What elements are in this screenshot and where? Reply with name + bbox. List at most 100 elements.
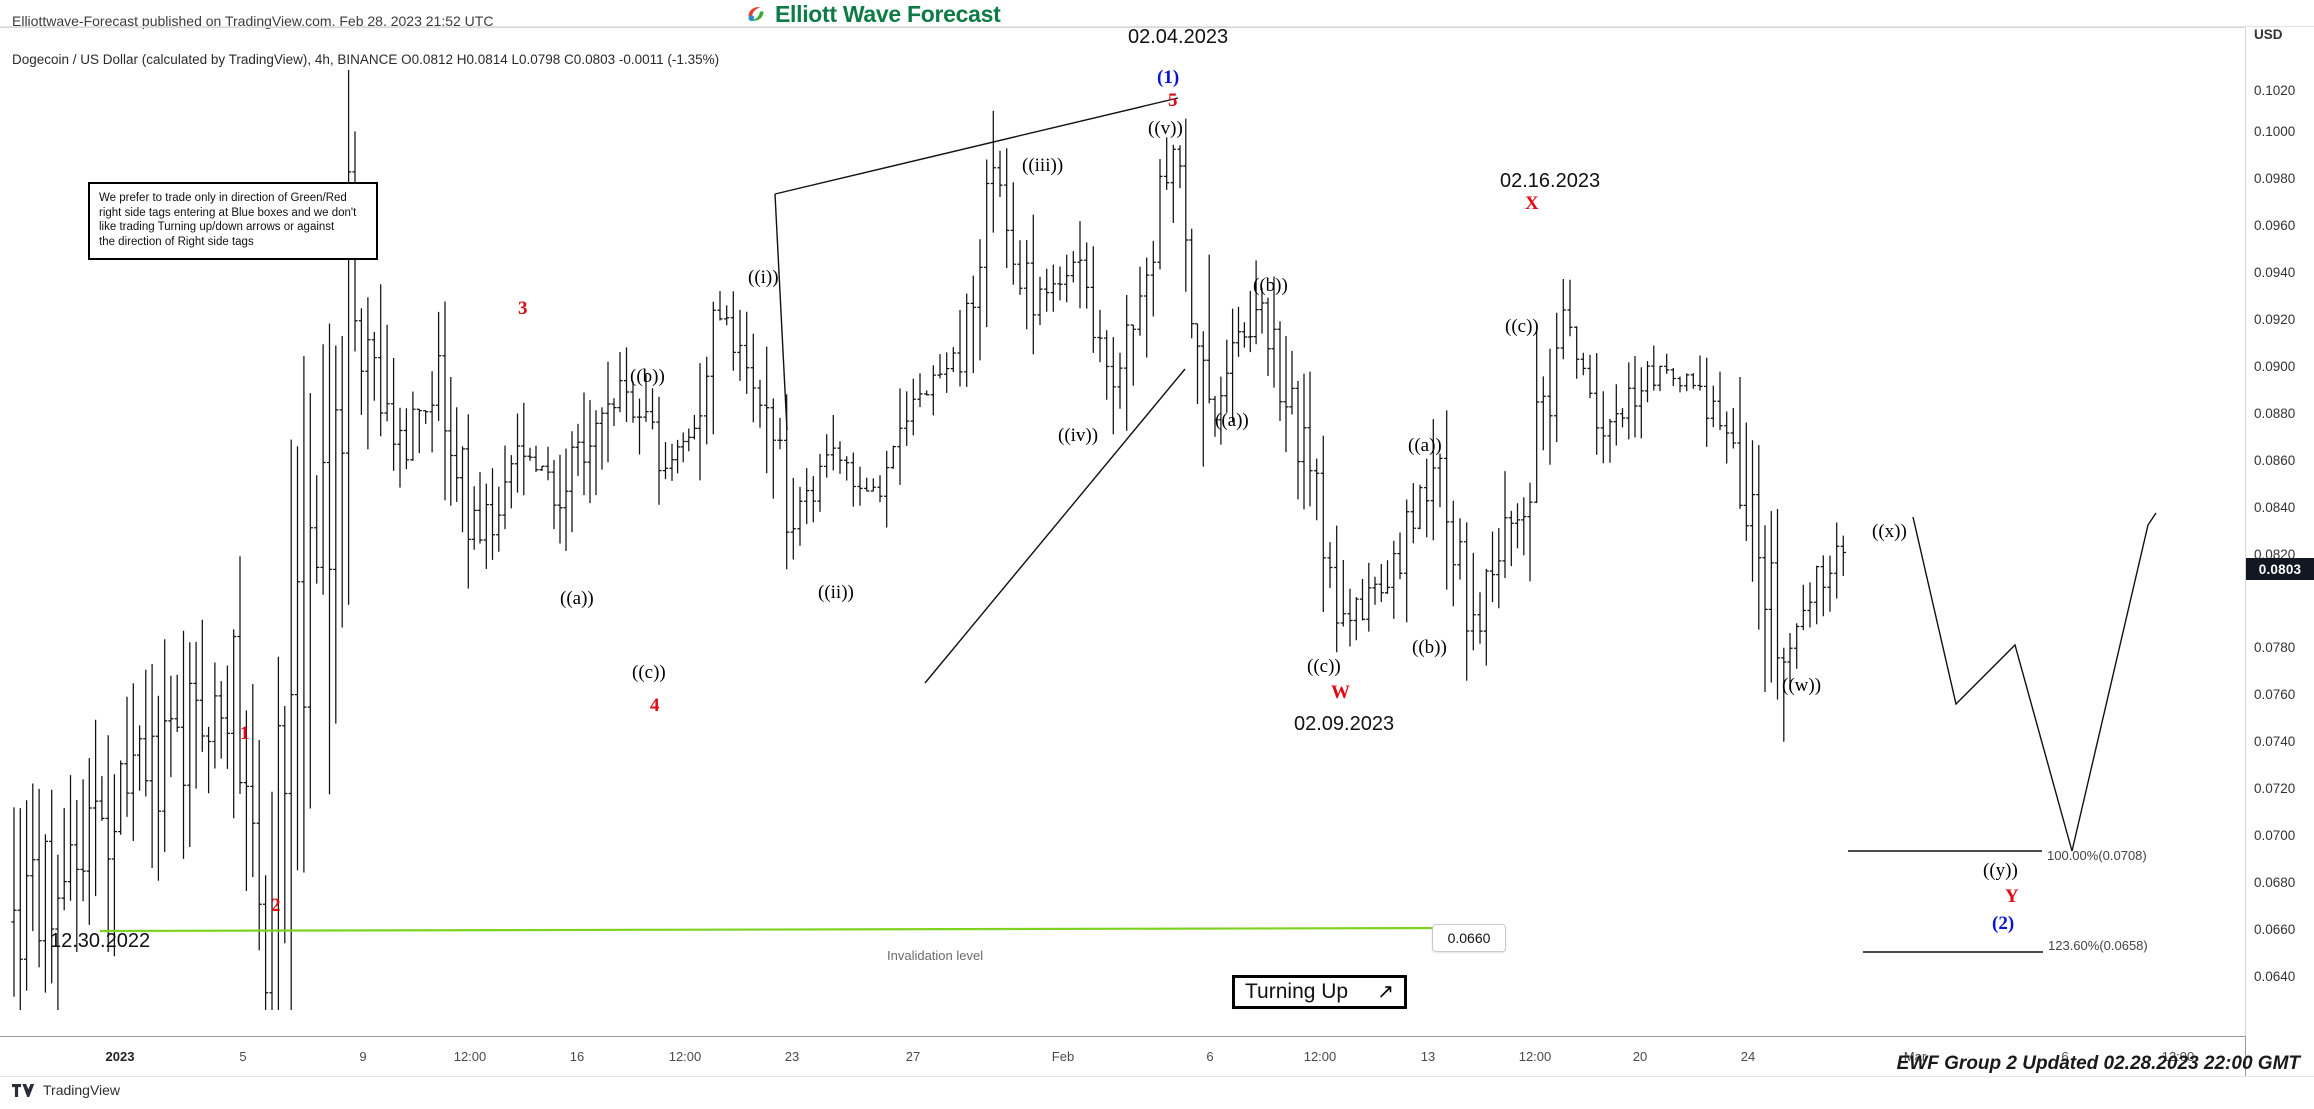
time-tick: 27 [905, 1049, 921, 1064]
axis-corner-divider [2245, 1036, 2246, 1076]
price-tick: 0.0700 [2254, 828, 2296, 843]
forecast-path [1912, 512, 2157, 852]
wave-label-c-2: ((c)) [1307, 656, 1341, 677]
time-tick: 23 [784, 1049, 800, 1064]
price-tick: 0.0920 [2254, 312, 2296, 327]
price-tick: 0.0880 [2254, 406, 2296, 421]
wave-label-c-1: ((c)) [632, 662, 666, 683]
fib-100-label: 100.00%(0.0708) [2047, 848, 2147, 863]
tradingview-label: TradingView [43, 1082, 121, 1098]
ewf-update-footer: EWF Group 2 Updated 02.28.2023 22:00 GMT [1896, 1053, 2300, 1074]
elliott-wave-swirl-icon [745, 3, 767, 25]
wave-label-1: 1 [240, 723, 250, 744]
date-label-wave1: 02.04.2023 [1128, 26, 1229, 48]
wave-label-b-2: ((b)) [1253, 275, 1288, 296]
time-tick: 2023 [105, 1049, 135, 1064]
wave-label-Y: Y [2005, 886, 2019, 907]
time-tick: 24 [1740, 1049, 1756, 1064]
wave-label-a-3: ((a)) [1408, 435, 1442, 456]
brand-name: Elliott Wave Forecast [775, 0, 1001, 27]
turning-up-label: Turning Up [1245, 980, 1349, 1003]
price-tick: 0.0760 [2254, 687, 2296, 702]
time-axis[interactable]: 2023 5 9 12:00 16 12:00 23 27 Feb 6 12:0… [0, 1036, 2245, 1076]
wave-label-a-2: ((a)) [1215, 410, 1249, 431]
invalidation-price-tag[interactable]: 0.0660 [1432, 924, 1506, 952]
price-tick: 0.0840 [2254, 500, 2296, 515]
date-label-waveX: 02.16.2023 [1500, 170, 1601, 192]
price-tick: 0.0740 [2254, 734, 2296, 749]
price-tick: 0.0720 [2254, 781, 2296, 796]
wave-label-iv: ((iv)) [1058, 425, 1099, 446]
price-tick: 0.1020 [2254, 83, 2296, 98]
chart-plot-area[interactable] [0, 70, 2245, 1010]
price-tick: 0.0900 [2254, 359, 2296, 374]
time-tick: 12:00 [668, 1049, 702, 1064]
price-axis-unit: USD [2254, 27, 2283, 42]
wave-label-b-3: ((b)) [1412, 637, 1447, 658]
price-tick: 0.0640 [2254, 969, 2296, 984]
arrow-up-right-icon: ↗ [1377, 981, 1394, 1003]
tradingview-logo: TradingView [12, 1082, 120, 1098]
wave-label-2: 2 [271, 895, 281, 916]
time-tick: 5 [239, 1049, 247, 1064]
time-tick: 12:00 [453, 1049, 487, 1064]
price-bars-svg [11, 70, 2157, 1010]
publication-line: Elliottwave-Forecast published on Tradin… [12, 13, 494, 29]
chart-frame [0, 27, 2314, 1036]
wave-label-5: 5 [1168, 90, 1178, 111]
wave-label-3: 3 [518, 298, 528, 319]
brand-logo: Elliott Wave Forecast [745, 0, 1105, 28]
wave-label-X: X [1525, 193, 1539, 214]
symbol-ohlc-line: Dogecoin / US Dollar (calculated by Trad… [12, 52, 720, 67]
time-tick: 6 [2061, 1049, 2069, 1064]
footer-divider [0, 1076, 2314, 1077]
price-tick: 0.0780 [2254, 640, 2296, 655]
note-line: right side tags entering at Blue boxes a… [99, 206, 357, 219]
date-label-start: 12.30.2022 [50, 930, 151, 952]
price-tick: 0.0980 [2254, 171, 2296, 186]
price-tick: 0.0680 [2254, 875, 2296, 890]
turning-up-box[interactable]: Turning Up ↗ [1232, 975, 1407, 1009]
price-tick: 0.1000 [2254, 124, 2296, 139]
time-tick: 9 [359, 1049, 367, 1064]
invalidation-level-label: Invalidation level [887, 948, 984, 963]
note-line: like trading Turning up/down arrows or a… [99, 221, 335, 234]
note-line: We prefer to trade only in direction of … [99, 192, 347, 204]
time-tick: Mar [1903, 1049, 1927, 1064]
invalidation-level-line [99, 926, 1469, 933]
wave-label-y: ((y)) [1983, 860, 2018, 881]
trading-rules-note-box: We prefer to trade only in direction of … [88, 182, 378, 260]
time-tick: 12:00 [1518, 1049, 1552, 1064]
wave-label-iii: ((iii)) [1022, 155, 1064, 176]
wave-label-W: W [1331, 682, 1350, 703]
time-tick: 12:00 [2161, 1049, 2195, 1064]
price-tick: 0.0960 [2254, 218, 2296, 233]
wave-label-x: ((x)) [1872, 521, 1907, 542]
channel-left-leg [774, 193, 788, 431]
price-tick: 0.0860 [2254, 453, 2296, 468]
time-tick: Feb [1051, 1049, 1075, 1064]
channel-upper-line [774, 97, 1179, 195]
wave-label-i: ((i)) [748, 267, 779, 288]
price-axis[interactable]: USD 0.1020 0.1000 0.0980 0.0960 0.0940 0… [2245, 27, 2314, 1036]
note-line: the direction of Right side tags [99, 236, 254, 249]
current-price-badge: 0.0803 [2246, 558, 2314, 580]
price-tick: 0.0940 [2254, 265, 2296, 280]
wave-label-2-blue: (2) [1992, 913, 2015, 934]
date-label-waveW: 02.09.2023 [1294, 713, 1395, 735]
wave-label-4: 4 [650, 695, 660, 716]
wave-label-b-1: ((b)) [630, 366, 665, 387]
time-tick: 16 [569, 1049, 585, 1064]
wave-label-a-1: ((a)) [560, 588, 594, 609]
fib-1236-label: 123.60%(0.0658) [2048, 938, 2148, 953]
header-divider [0, 26, 2314, 27]
time-tick: 13 [1420, 1049, 1436, 1064]
time-tick: 6 [1206, 1049, 1214, 1064]
wave-label-ii: ((ii)) [818, 582, 854, 603]
wave-label-w: ((w)) [1782, 675, 1822, 696]
wave-label-c-3: ((c)) [1505, 316, 1539, 337]
wave-label-v: ((v)) [1148, 118, 1183, 139]
time-tick: 20 [1632, 1049, 1648, 1064]
time-tick: 12:00 [1303, 1049, 1337, 1064]
